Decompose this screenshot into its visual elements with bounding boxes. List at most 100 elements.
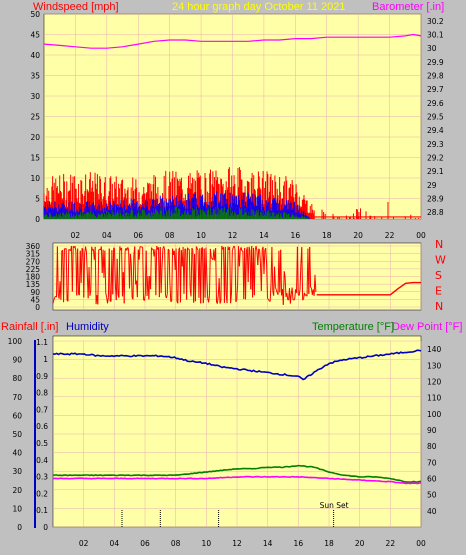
windspeed-tick: 50	[30, 10, 40, 19]
temperature-tick: 100	[427, 410, 442, 419]
direction-segment	[150, 247, 152, 290]
barometer-tick: 30.1	[427, 31, 444, 40]
direction-segment	[209, 248, 212, 258]
direction-segment	[171, 248, 174, 302]
direction-segment	[167, 248, 170, 251]
direction-segment	[267, 298, 269, 300]
wind-time-tick: 14	[259, 231, 269, 240]
direction-segment	[219, 300, 222, 304]
direction-segment	[286, 292, 289, 300]
direction-segment	[294, 289, 297, 299]
barometer-tick: 29.5	[427, 113, 444, 122]
direction-segment	[240, 247, 243, 252]
temperature-axis-label: Temperature [°F]	[312, 321, 394, 333]
rain-tick: 0.2	[36, 489, 48, 498]
temperature-tick: 90	[427, 426, 437, 435]
direction-segment	[60, 251, 63, 300]
direction-noise	[52, 245, 317, 305]
direction-segment	[65, 248, 68, 301]
direction-segment	[164, 250, 167, 296]
dewpoint-line	[52, 475, 422, 485]
humidity-tick: 20	[12, 486, 22, 495]
direction-segment	[265, 248, 268, 265]
temp-grid	[53, 340, 422, 528]
direction-segment	[248, 246, 251, 251]
direction-segment	[255, 245, 258, 252]
humidity-tick: 50	[12, 430, 22, 439]
temperature-tick: 60	[427, 474, 437, 483]
direction-segment	[216, 295, 219, 304]
direction-segment	[210, 257, 213, 259]
humidity-tick: 10	[12, 504, 22, 513]
direction-segment	[229, 247, 232, 304]
direction-segment	[282, 271, 285, 305]
direction-segment	[67, 249, 70, 302]
direction-segment	[80, 248, 83, 283]
direction-segment	[77, 248, 79, 294]
direction-segment	[83, 253, 86, 298]
windspeed-tick: 45	[30, 31, 40, 40]
direction-segment	[205, 247, 208, 277]
direction-segment	[68, 248, 71, 251]
event-markers	[121, 510, 335, 527]
direction-segment	[196, 248, 199, 251]
direction-segment	[188, 249, 191, 289]
wind-bars	[43, 167, 421, 219]
direction-segment	[263, 249, 266, 275]
wind-time-tick: 12	[228, 231, 238, 240]
direction-segment	[224, 247, 227, 295]
humidity-tick: 30	[12, 467, 22, 476]
windspeed-tick: 25	[30, 113, 40, 122]
humidity-tick: 70	[12, 393, 22, 402]
rain-tick: 0.8	[36, 389, 48, 398]
windspeed-tick: 30	[30, 92, 40, 101]
wind-axes: 0 5 10 15 20 25 30 35 40 45 50 28.8 28.9 29 29.1 29.2 29…	[30, 10, 443, 240]
barometer-tick: 29.9	[427, 58, 444, 67]
wind-time-tick: 22	[385, 231, 395, 240]
direction-segment	[299, 263, 302, 290]
direction-segment	[283, 271, 286, 278]
temperature-tick: 70	[427, 458, 437, 467]
temp-time-tick: 08	[171, 539, 181, 548]
direction-segment	[168, 249, 171, 284]
direction-tick: 315	[26, 250, 41, 259]
windspeed-tick: 15	[30, 154, 40, 163]
direction-segment	[218, 278, 221, 304]
direction-segment	[63, 248, 65, 303]
direction-segment	[296, 246, 299, 295]
barometer-tick: 29.2	[427, 154, 444, 163]
compass-label: N	[435, 238, 443, 251]
wind-time-tick: 06	[133, 231, 143, 240]
direction-segment	[301, 247, 304, 301]
temperature-tick: 80	[427, 442, 437, 451]
direction-segment	[151, 247, 153, 250]
direction-segment	[166, 249, 169, 295]
rain-tick: 0.1	[36, 506, 48, 515]
direction-segment	[163, 246, 166, 251]
windspeed-tick: 20	[30, 133, 40, 142]
rain-tick: 0.4	[36, 456, 48, 465]
direction-segment	[298, 289, 301, 296]
direction-tick: 360	[26, 242, 41, 251]
direction-tick: 180	[26, 273, 41, 282]
direction-segment	[179, 250, 182, 303]
barometer-axis-label: Barometer [.in]	[372, 1, 444, 13]
barometer-tick: 30	[427, 44, 437, 53]
temp-time-tick: 14	[263, 539, 273, 548]
barometer-tick: 28.9	[427, 195, 444, 204]
direction-segment	[74, 246, 77, 251]
compass-label: W	[435, 254, 446, 267]
direction-segment	[128, 253, 131, 289]
humidity-line	[52, 349, 422, 381]
direction-tick: 225	[26, 265, 41, 274]
compass-label: N	[435, 300, 443, 313]
wind-time-tick: 08	[165, 231, 175, 240]
direction-segment	[90, 246, 93, 291]
direction-segment	[208, 295, 210, 303]
direction-segment	[266, 264, 269, 299]
windspeed-tick: 10	[30, 174, 40, 183]
direction-segment	[289, 294, 292, 304]
humidity-tick: 0	[17, 523, 22, 532]
direction-line	[316, 281, 421, 296]
temp-time-tick: 20	[355, 539, 365, 548]
